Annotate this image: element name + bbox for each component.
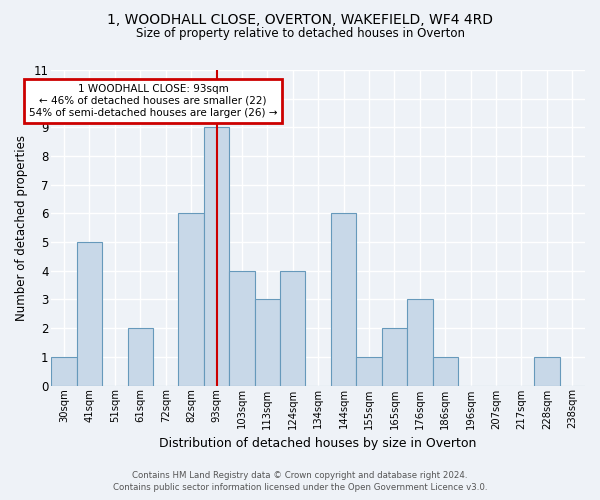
- Bar: [331, 214, 356, 386]
- Bar: [178, 214, 204, 386]
- Text: 1 WOODHALL CLOSE: 93sqm
← 46% of detached houses are smaller (22)
54% of semi-de: 1 WOODHALL CLOSE: 93sqm ← 46% of detache…: [29, 84, 277, 117]
- Text: Size of property relative to detached houses in Overton: Size of property relative to detached ho…: [136, 28, 464, 40]
- Bar: [77, 242, 102, 386]
- Bar: [204, 128, 229, 386]
- Bar: [382, 328, 407, 386]
- Text: Contains HM Land Registry data © Crown copyright and database right 2024.
Contai: Contains HM Land Registry data © Crown c…: [113, 471, 487, 492]
- Bar: [52, 357, 77, 386]
- Bar: [229, 271, 254, 386]
- Bar: [407, 300, 433, 386]
- Bar: [534, 357, 560, 386]
- Bar: [280, 271, 305, 386]
- Bar: [356, 357, 382, 386]
- Text: 1, WOODHALL CLOSE, OVERTON, WAKEFIELD, WF4 4RD: 1, WOODHALL CLOSE, OVERTON, WAKEFIELD, W…: [107, 12, 493, 26]
- X-axis label: Distribution of detached houses by size in Overton: Distribution of detached houses by size …: [160, 437, 477, 450]
- Y-axis label: Number of detached properties: Number of detached properties: [15, 135, 28, 321]
- Bar: [254, 300, 280, 386]
- Bar: [433, 357, 458, 386]
- Bar: [128, 328, 153, 386]
